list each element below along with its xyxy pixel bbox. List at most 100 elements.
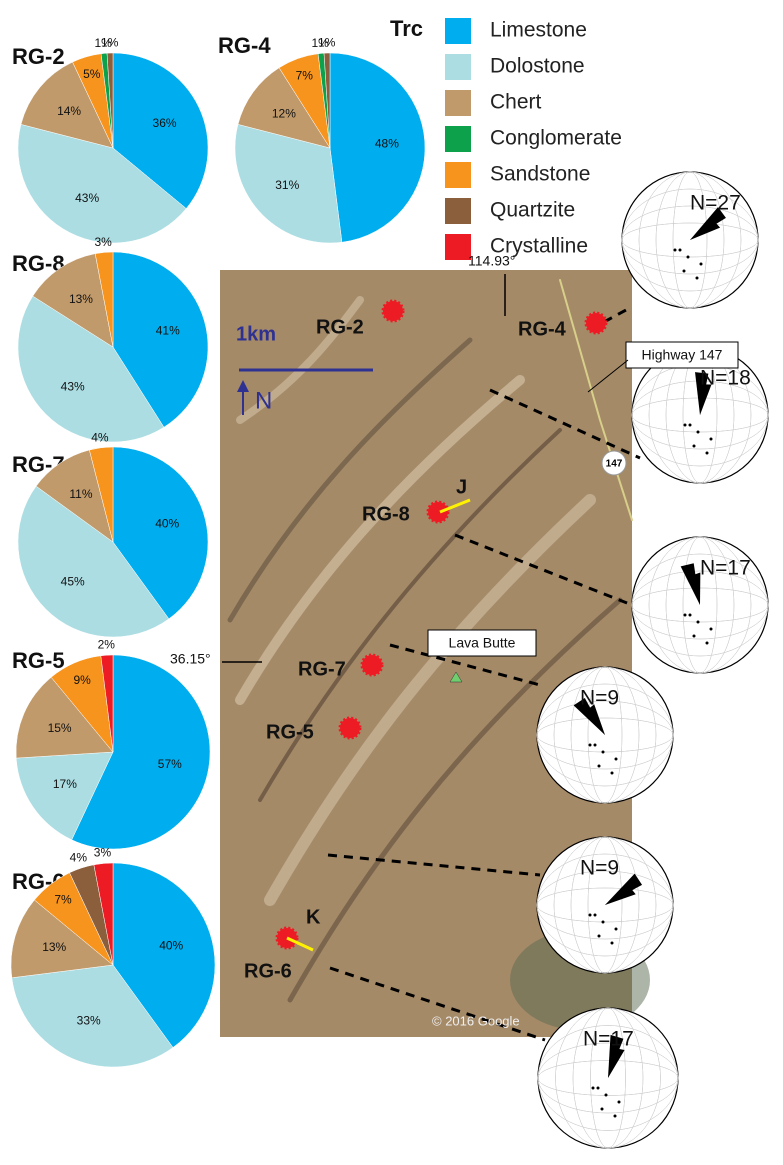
pie-label: 1% — [101, 36, 119, 50]
pie-label: 43% — [75, 191, 99, 205]
legend-swatch — [445, 18, 471, 44]
pole-point — [697, 431, 700, 434]
map-credit: © 2016 Google — [432, 1013, 520, 1028]
stereonet-count: N=18 — [700, 367, 751, 390]
pie-label: 15% — [48, 721, 72, 735]
pole-point — [706, 642, 709, 645]
pie-label: 36% — [153, 116, 177, 130]
highway-shield-label: 147 — [606, 459, 623, 470]
pie-label: 13% — [42, 940, 66, 954]
pole-point — [689, 614, 692, 617]
site-label: RG-2 — [316, 316, 364, 338]
pie-label: 57% — [158, 757, 182, 771]
site-label: RG-7 — [298, 658, 346, 680]
pie-label: 12% — [272, 107, 296, 121]
legend-label: Quartzite — [490, 199, 575, 222]
section-label: J — [456, 476, 467, 498]
legend-swatch — [445, 198, 471, 224]
stereonet-count: N=17 — [700, 557, 751, 580]
pole-point — [598, 765, 601, 768]
pie-label: 9% — [74, 673, 92, 687]
pole-point — [589, 744, 592, 747]
section-label: K — [306, 906, 321, 928]
pie-label: 40% — [155, 517, 179, 531]
pie-label: 48% — [375, 137, 399, 151]
pie-title: RG-5 — [12, 648, 65, 673]
pie-label: 40% — [159, 938, 183, 952]
pole-point — [689, 424, 692, 427]
pole-point — [697, 621, 700, 624]
site-label: RG-8 — [362, 503, 410, 525]
site-marker — [428, 502, 448, 522]
legend-swatch — [445, 90, 471, 116]
legend-label: Conglomerate — [490, 127, 622, 150]
pie-label: 5% — [83, 67, 101, 81]
pole-point — [615, 758, 618, 761]
pie-label: 3% — [94, 235, 112, 249]
pie-label: 4% — [91, 430, 109, 444]
pole-point — [696, 277, 699, 280]
landmark-label: Lava Butte — [449, 635, 516, 651]
site-label: RG-5 — [266, 721, 314, 743]
site-marker — [340, 718, 360, 738]
pie-label: 3% — [94, 845, 112, 859]
pie-label: 7% — [54, 893, 72, 907]
pole-point — [602, 921, 605, 924]
pie-title: RG-4 — [218, 33, 271, 58]
stereonet-count: N=27 — [690, 192, 741, 215]
pole-point — [684, 424, 687, 427]
site-marker — [383, 301, 403, 321]
stereonet-count: N=9 — [580, 687, 619, 710]
legend-label: Chert — [490, 91, 542, 114]
pie-label: 4% — [70, 850, 88, 864]
pole-point — [683, 270, 686, 273]
pole-point — [614, 1115, 617, 1118]
stereonet-count: N=9 — [580, 857, 619, 880]
pole-point — [687, 256, 690, 259]
pole-point — [710, 438, 713, 441]
legend-label: Dolostone — [490, 55, 585, 78]
legend-label: Sandstone — [490, 163, 590, 186]
pole-point — [597, 1087, 600, 1090]
pie-label: 1% — [318, 36, 336, 50]
stereonet-count: N=17 — [583, 1028, 634, 1051]
scale-label: 1km — [236, 323, 276, 345]
pole-point — [700, 263, 703, 266]
legend-label: Limestone — [490, 19, 587, 42]
pole-point — [601, 1108, 604, 1111]
pie-label: 11% — [69, 487, 92, 501]
pole-point — [618, 1101, 621, 1104]
longitude-label: 114.93° — [468, 253, 515, 269]
pole-point — [615, 928, 618, 931]
pie-title: RG-2 — [12, 44, 65, 69]
site-label: RG-4 — [518, 318, 567, 340]
pie-label: 7% — [296, 69, 314, 83]
site-marker — [586, 313, 606, 333]
pole-point — [611, 772, 614, 775]
pole-point — [605, 1094, 608, 1097]
pole-point — [710, 628, 713, 631]
pie-label: 31% — [275, 178, 299, 192]
pole-point — [589, 914, 592, 917]
pie-label: 41% — [156, 323, 180, 337]
pie-label: 43% — [61, 379, 85, 393]
legend-swatch — [445, 162, 471, 188]
pie-label: 13% — [69, 292, 93, 306]
pole-point — [611, 942, 614, 945]
pole-point — [602, 751, 605, 754]
pie-label: 45% — [61, 574, 85, 588]
pole-point — [674, 249, 677, 252]
legend-title: Trc — [390, 16, 423, 41]
highway-label: Highway 147 — [642, 347, 723, 363]
pole-point — [594, 914, 597, 917]
pole-point — [592, 1087, 595, 1090]
page: {"chart_data": [ {"type": "pie", "title"… — [0, 0, 783, 1165]
legend-swatch — [445, 54, 471, 80]
pie-label: 33% — [77, 1013, 101, 1027]
pole-point — [706, 452, 709, 455]
latitude-label: 36.15° — [170, 651, 211, 667]
pie-label: 2% — [98, 638, 116, 652]
pole-point — [693, 635, 696, 638]
site-marker — [362, 655, 382, 675]
pole-point — [594, 744, 597, 747]
